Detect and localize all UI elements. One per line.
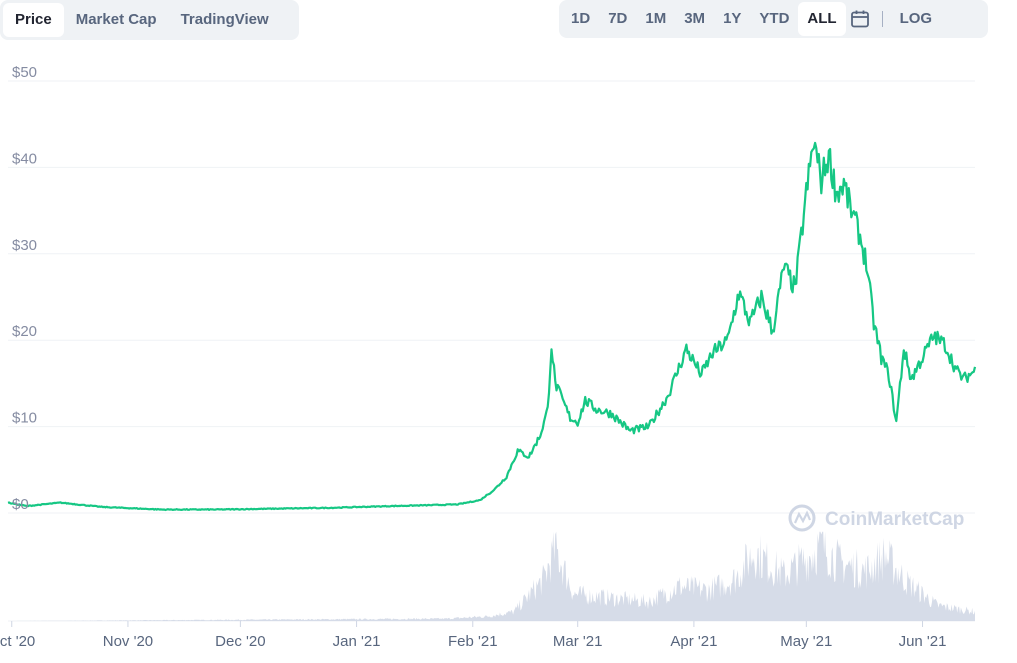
- x-tick-label: Feb '21: [448, 633, 498, 650]
- range-7d-button[interactable]: 7D: [608, 10, 628, 27]
- y-tick-label: $10: [12, 410, 37, 427]
- watermark: CoinMarketCap: [788, 504, 964, 532]
- y-axis: $0 $10 $20 $30 $40 $50: [12, 64, 37, 513]
- range-1y-button[interactable]: 1Y: [723, 10, 742, 27]
- volume-series: [8, 531, 975, 621]
- y-tick-label: $30: [12, 237, 37, 254]
- x-tick-label: May '21: [780, 633, 832, 650]
- coinmarketcap-logo-icon: [788, 504, 816, 532]
- price-line: [7, 141, 977, 512]
- x-axis: Oct '20 Nov '20 Dec '20 Jan '21 Feb '21 Mar '…: [0, 621, 946, 650]
- tab-market-cap[interactable]: Market Cap: [75, 11, 157, 28]
- range-1m-button[interactable]: 1M: [645, 10, 667, 27]
- y-tick-label: $20: [12, 323, 37, 340]
- x-tick-label: Nov '20: [103, 633, 153, 650]
- log-scale-button[interactable]: LOG: [899, 10, 933, 27]
- tab-tradingview[interactable]: TradingView: [180, 11, 269, 28]
- calendar-icon[interactable]: [846, 2, 874, 36]
- y-tick-label: $0: [12, 496, 29, 513]
- x-tick-label: Jun '21: [899, 633, 947, 650]
- range-ytd-button[interactable]: YTD: [759, 10, 790, 27]
- x-tick-label: Apr '21: [670, 633, 717, 650]
- y-tick-label: $50: [12, 64, 37, 81]
- volume-area: [8, 531, 975, 621]
- x-tick-label: Jan '21: [333, 633, 381, 650]
- y-tick-label: $40: [12, 150, 37, 167]
- tab-price[interactable]: Price: [3, 3, 64, 37]
- range-divider: [881, 11, 883, 27]
- x-tick-label: Dec '20: [215, 633, 265, 650]
- range-3m-button[interactable]: 3M: [684, 10, 706, 27]
- time-range-selector: 1D 7D 1M 3M 1Y YTD ALL LOG: [559, 0, 988, 38]
- x-tick-label: Oct '20: [0, 633, 35, 650]
- range-1d-button[interactable]: 1D: [571, 10, 591, 27]
- chart-type-tabs: Price Market Cap TradingView: [0, 0, 299, 40]
- x-tick-label: Mar '21: [553, 633, 603, 650]
- range-all-button[interactable]: ALL: [798, 2, 846, 36]
- watermark-text: CoinMarketCap: [825, 509, 964, 530]
- price-series: [7, 141, 977, 512]
